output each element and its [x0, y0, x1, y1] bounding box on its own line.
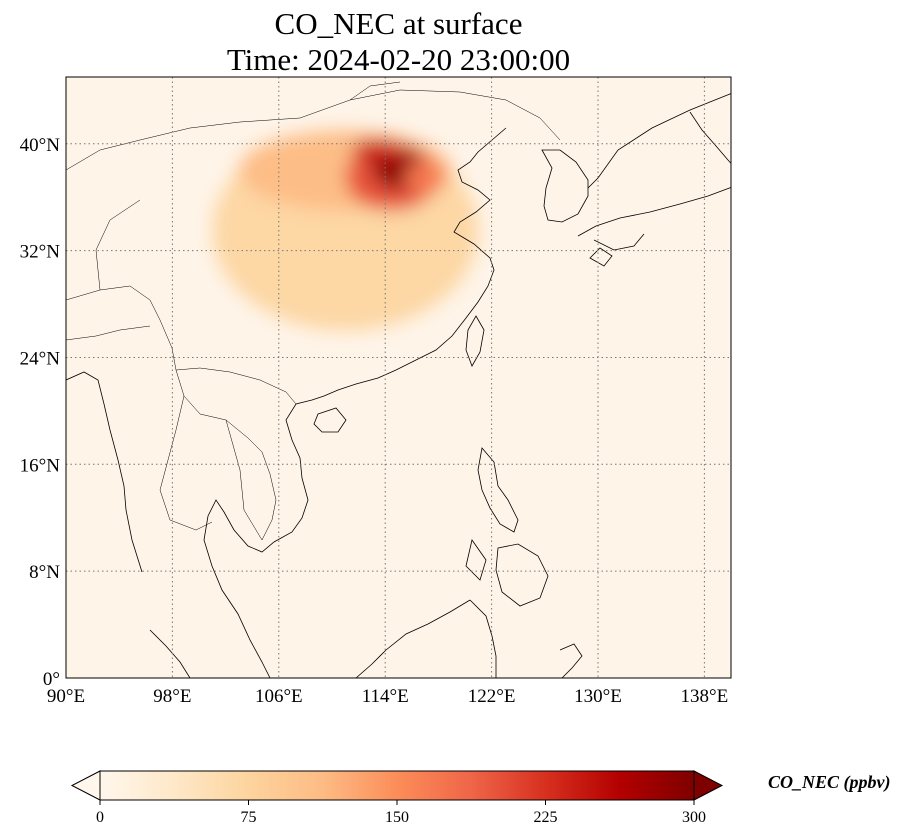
- colorbar-label: CO_NEC (ppbv): [768, 772, 891, 793]
- hainan-coastline: [313, 407, 347, 433]
- coastlines: [66, 81, 731, 678]
- lat-tick-label: 40°N: [20, 135, 61, 156]
- colorbar: 0 75 150 225 300 CO_NEC (ppbv): [70, 770, 891, 826]
- colorbar-tick-label: 75: [241, 809, 257, 826]
- colorbar-ticks: 0 75 150 225 300: [96, 800, 706, 826]
- plume-region-6: [405, 161, 446, 194]
- colorbar-tick-label: 225: [534, 809, 558, 826]
- lon-tick-label: 114°E: [362, 686, 409, 707]
- sulawesi-coastline: [559, 643, 583, 678]
- map-title: CO_NEC at surface: [274, 6, 523, 41]
- plume-region-5: [351, 139, 406, 162]
- colorbar-max-extend: [693, 770, 724, 801]
- lat-tick-label: 16°N: [20, 455, 61, 476]
- axis-ticks: 90°E 98°E 106°E 114°E 122°E 130°E 138°E 0° 8°N 16…: [20, 135, 729, 707]
- concentration-field: [212, 130, 479, 331]
- taiwan-coastline: [465, 315, 485, 367]
- myanmar-coastline: [66, 371, 143, 573]
- lon-tick-label: 98°E: [153, 686, 191, 707]
- lon-tick-label: 90°E: [47, 686, 85, 707]
- lon-tick-label: 130°E: [574, 686, 622, 707]
- lat-tick-label: 0°: [43, 669, 60, 690]
- lat-tick-label: 24°N: [20, 348, 61, 369]
- map-panel: 90°E 98°E 106°E 114°E 122°E 130°E 138°E 0° 8°N 16…: [20, 76, 732, 707]
- philippines-coastline: [465, 447, 549, 607]
- colorbar-min-extend: [70, 770, 101, 801]
- colorbar-tick-label: 150: [385, 809, 409, 826]
- lon-tick-label: 138°E: [681, 686, 729, 707]
- lat-tick-label: 8°N: [29, 562, 60, 583]
- lon-tick-label: 106°E: [255, 686, 303, 707]
- korea-coastline: [541, 149, 589, 223]
- colorbar-tick-label: 300: [682, 809, 706, 826]
- country-borders: [66, 81, 561, 541]
- lon-tick-label: 122°E: [468, 686, 516, 707]
- colorbar-tick-label: 0: [96, 809, 104, 826]
- lat-tick-label: 32°N: [20, 242, 61, 263]
- map-frame: [65, 76, 732, 679]
- map-subtitle: Time: 2024-02-20 23:00:00: [226, 42, 571, 77]
- sumatra-coastline: [149, 629, 191, 678]
- japan-coastline: [577, 111, 731, 267]
- mainland-coastline: [203, 93, 731, 678]
- colorbar-gradient: [99, 770, 695, 801]
- gridlines: [66, 77, 731, 678]
